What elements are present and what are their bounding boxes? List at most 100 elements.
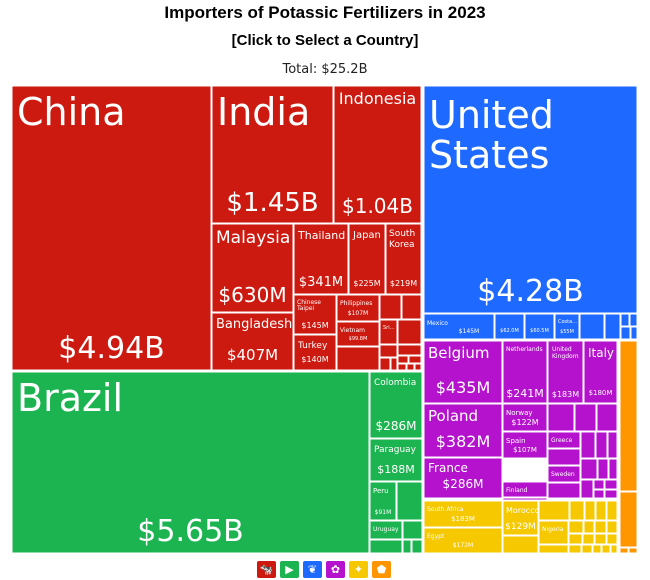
treemap-tile-north-america-minor[interactable] — [620, 326, 631, 340]
treemap-tile-nigeria[interactable]: Nigeria — [538, 520, 569, 545]
treemap-tile-asia-minor[interactable] — [379, 294, 402, 320]
europe-icon[interactable]: ✿ — [326, 561, 345, 578]
treemap-tile-europe-minor[interactable] — [596, 403, 618, 432]
oceania-icon[interactable]: ⬟ — [372, 561, 391, 578]
treemap-tile-thailand[interactable]: Thailand $341M — [293, 223, 349, 295]
treemap-tile-africa-minor[interactable] — [568, 544, 582, 554]
treemap-tile-africa-minor[interactable] — [581, 544, 593, 554]
tile-rect[interactable] — [369, 438, 423, 482]
treemap-tile-philippines[interactable]: Philippines $107M — [336, 294, 380, 322]
treemap-tile-africa-minor[interactable] — [606, 520, 618, 534]
tile-rect[interactable] — [348, 223, 386, 295]
treemap-tile-belgium[interactable]: Belgium $435M — [423, 340, 503, 404]
treemap-tile-europe-minor[interactable] — [580, 431, 596, 459]
treemap-tile-africa-minor[interactable] — [569, 500, 585, 521]
tile-rect[interactable] — [423, 340, 503, 404]
treemap-tile-oceania-minor[interactable] — [619, 491, 638, 548]
treemap-tile-europe-minor[interactable] — [593, 479, 605, 490]
treemap-tile-africa-minor[interactable] — [594, 533, 607, 545]
treemap-tile-south-africa[interactable]: South Africa $183M — [423, 500, 503, 528]
treemap-tile-africa-minor[interactable] — [584, 500, 596, 521]
treemap-tile-north-america-minor[interactable] — [620, 313, 630, 327]
treemap-tile-africa-minor[interactable] — [601, 544, 611, 554]
tile-rect[interactable] — [502, 340, 548, 404]
tile-rect[interactable] — [423, 500, 503, 528]
treemap-tile-north-america-minor[interactable] — [604, 313, 621, 340]
treemap-tile-asia-minor[interactable] — [397, 344, 422, 356]
treemap-tile-costa[interactable]: Costa... $55M — [554, 313, 580, 340]
treemap-tile-north-america-minor[interactable] — [629, 313, 638, 327]
treemap-tile-oceania-minor[interactable] — [628, 547, 638, 554]
tile-rect[interactable] — [538, 520, 569, 545]
treemap-tile-asia-minor[interactable] — [408, 355, 422, 364]
treemap-tile-asia-minor[interactable] — [397, 319, 422, 345]
treemap-tile-south-america-minor[interactable] — [411, 539, 423, 554]
south-america-icon[interactable]: ▶ — [280, 561, 299, 578]
treemap-tile-africa-minor[interactable] — [592, 544, 602, 554]
treemap-tile-europe-minor[interactable] — [593, 489, 605, 499]
treemap-tile-north-america-minor[interactable] — [630, 326, 638, 340]
tile-rect[interactable] — [423, 85, 638, 314]
treemap-tile-asia-minor[interactable] — [414, 363, 422, 371]
treemap-tile-asia-minor[interactable] — [397, 355, 409, 364]
tile-rect[interactable] — [385, 223, 422, 295]
tile-rect[interactable] — [502, 481, 548, 498]
treemap-tile-paraguay[interactable]: Paraguay $188M — [369, 438, 423, 482]
treemap-tile-africa-minor[interactable] — [606, 533, 618, 545]
treemap-tile-colombia[interactable]: Colombia $286M — [369, 371, 423, 439]
treemap-tile-bangladesh[interactable]: Bangladesh $407M — [211, 312, 294, 371]
treemap-tile-peru[interactable]: Peru $91M — [369, 481, 397, 521]
treemap-tile-indonesia[interactable]: Indonesia $1.04B — [333, 85, 422, 224]
treemap-tile-egypt[interactable]: Egypt $172M — [423, 527, 503, 554]
treemap-tile-europe-minor[interactable] — [580, 458, 598, 480]
tile-rect[interactable] — [211, 223, 294, 313]
tile-rect[interactable] — [423, 457, 503, 499]
tile-rect[interactable] — [369, 481, 397, 521]
treemap-tile-africa-minor[interactable] — [583, 520, 595, 534]
tile-rect[interactable] — [369, 371, 423, 439]
tile-rect[interactable] — [293, 223, 349, 295]
treemap-tile-europe-minor[interactable] — [608, 458, 618, 480]
treemap-tile-japan[interactable]: Japan $225M — [348, 223, 386, 295]
tile-rect[interactable] — [11, 371, 370, 554]
treemap-tile-europe-minor[interactable] — [547, 482, 581, 499]
tile-rect[interactable] — [293, 294, 337, 335]
treemap-tile-china[interactable]: China $4.94B — [11, 85, 212, 371]
treemap-tile-africa-minor[interactable] — [538, 500, 570, 521]
tile-rect[interactable] — [583, 340, 618, 404]
treemap-tile-norway[interactable]: Norway$122M — [502, 403, 548, 432]
treemap-tile-africa-minor[interactable] — [568, 520, 584, 534]
tile-rect[interactable] — [554, 313, 580, 340]
treemap-tile-europe-minor[interactable] — [604, 489, 618, 499]
treemap-tile-europe-minor[interactable] — [607, 431, 618, 459]
tile-rect[interactable] — [11, 85, 212, 371]
treemap-tile-europe-minor[interactable] — [580, 479, 594, 499]
treemap-tile-mexico[interactable]: Mexico $145M — [423, 313, 495, 340]
tile-rect[interactable] — [379, 319, 398, 345]
treemap-tile-greece[interactable]: Greece — [547, 431, 581, 449]
treemap-tile-asia-minor[interactable] — [401, 294, 422, 320]
treemap-tile-africa-minor[interactable] — [582, 533, 595, 545]
treemap-tile-asia-minor[interactable] — [406, 363, 415, 371]
treemap-tile-africa-minor[interactable] — [595, 500, 607, 521]
treemap-tile-africa-minor[interactable] — [594, 520, 607, 534]
treemap-tile-netherlands[interactable]: Netherlands $241M — [502, 340, 548, 404]
tile-rect[interactable] — [547, 465, 581, 483]
tile-rect[interactable] — [369, 520, 403, 540]
treemap-tile-india[interactable]: India $1.45B — [211, 85, 334, 224]
treemap-tile-malaysia[interactable]: Malaysia $630M — [211, 223, 294, 313]
treemap-tile-spain[interactable]: Spain$107M — [502, 431, 548, 459]
tile-rect[interactable] — [336, 294, 380, 322]
treemap-tile-italy[interactable]: Italy $180M — [583, 340, 618, 404]
tile-rect[interactable] — [211, 85, 334, 224]
treemap-tile-europe-minor[interactable] — [597, 458, 609, 480]
treemap-tile-africa-minor[interactable] — [610, 544, 618, 554]
tile-rect[interactable] — [502, 431, 548, 459]
treemap-tile-oceania-minor[interactable] — [619, 340, 638, 492]
treemap-tile-south-america-minor[interactable] — [369, 539, 403, 554]
treemap-tile-uruguay[interactable]: Uruguay — [369, 520, 403, 540]
north-america-icon[interactable]: ❦ — [303, 561, 322, 578]
treemap-tile-south-america-minor[interactable] — [396, 481, 423, 521]
